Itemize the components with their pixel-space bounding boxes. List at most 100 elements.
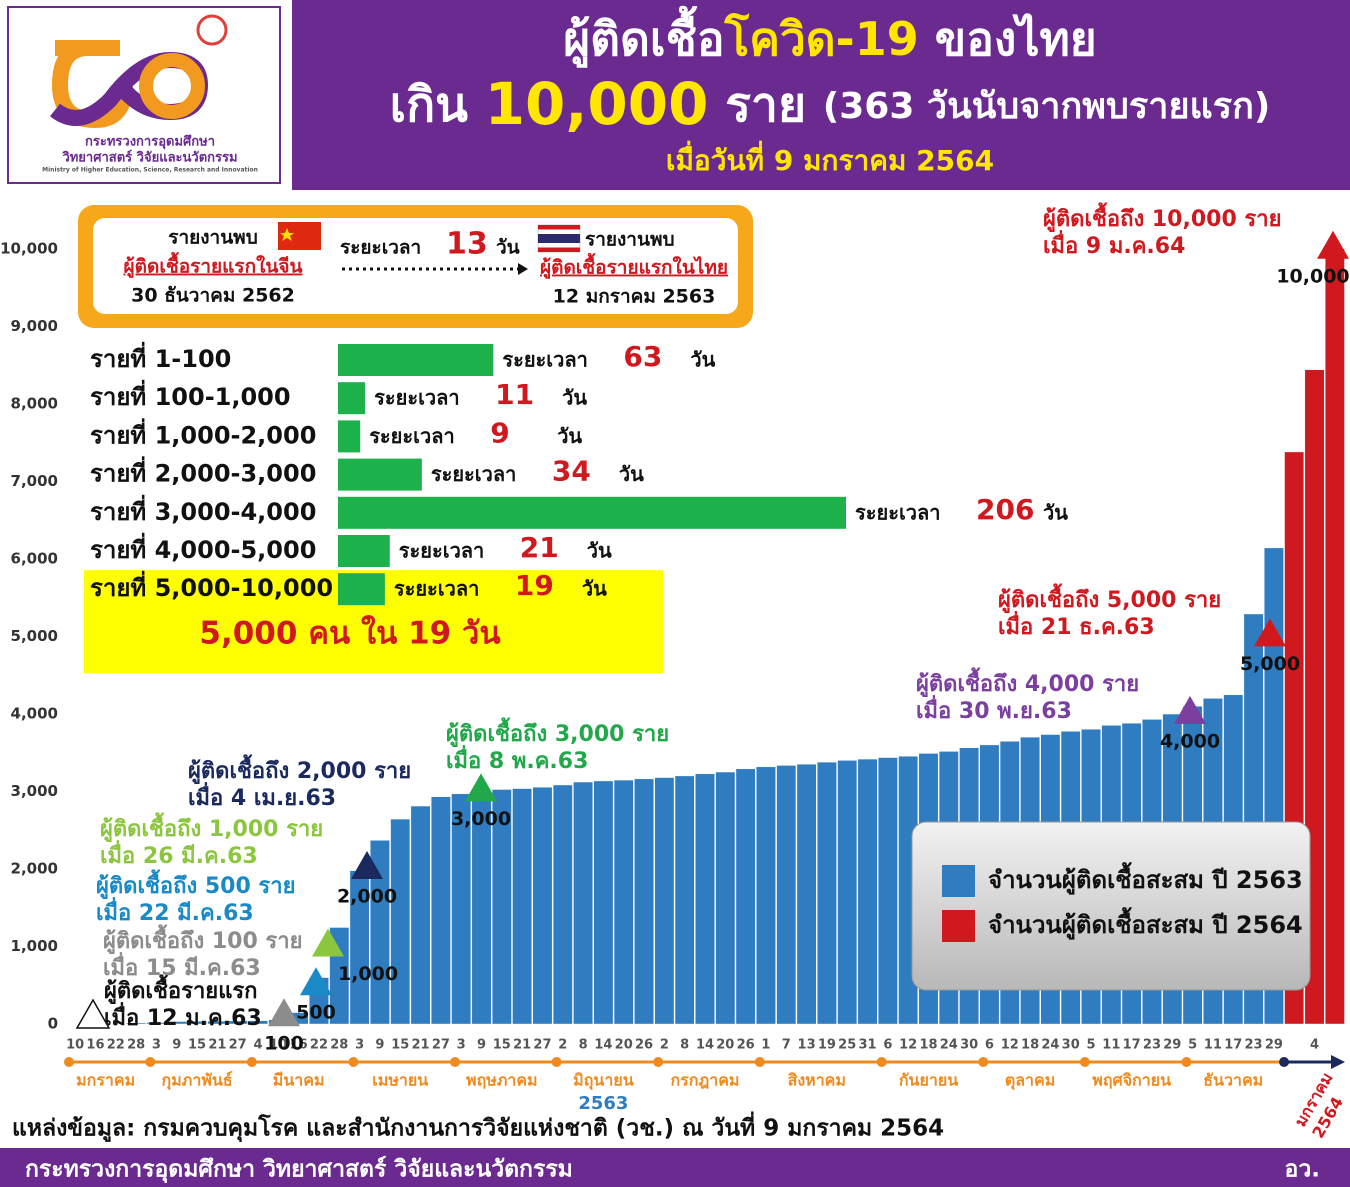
x-tick-label: 29 bbox=[1265, 1038, 1283, 1053]
bar bbox=[390, 818, 411, 1025]
bar bbox=[796, 764, 817, 1025]
milestone-value: 3,000 bbox=[451, 808, 511, 830]
x-tick-label: 3 bbox=[355, 1038, 364, 1053]
month-dot bbox=[1279, 1057, 1290, 1067]
x-tick-label: 30 bbox=[1062, 1038, 1080, 1053]
annotation-text: เมื่อ 30 พ.ย.63 bbox=[916, 694, 1072, 724]
timeline-label: ผู้ติดเชื้อรายแรกในไทย bbox=[540, 253, 728, 280]
month-dot bbox=[348, 1057, 359, 1067]
subtitle: เกิน 10,000 ราย (363 วันนับจากพบรายแรก) bbox=[390, 70, 1271, 138]
milestone-marker bbox=[351, 850, 383, 879]
x-tick-label: 27 bbox=[432, 1038, 450, 1053]
title-part: ผู้ติดเชื้อ bbox=[563, 5, 724, 68]
month-dot bbox=[876, 1057, 887, 1067]
footer-ministry: กระทรวงการอุดมศึกษา วิทยาศาสตร์ วิจัยและ… bbox=[25, 1156, 573, 1184]
milestone-marker bbox=[312, 928, 344, 957]
flag-star bbox=[280, 228, 294, 241]
x-tick-label: 9 bbox=[375, 1038, 384, 1053]
month-dot bbox=[754, 1057, 765, 1067]
bar bbox=[451, 793, 472, 1025]
timeline-heading: รายงานพบ bbox=[585, 229, 675, 251]
duration-bar bbox=[338, 496, 846, 529]
x-tick-label: 23 bbox=[1245, 1038, 1263, 1053]
duration-unit: วัน bbox=[690, 348, 715, 372]
year-label: 2563 bbox=[578, 1093, 628, 1114]
bar bbox=[207, 1021, 228, 1025]
row-label: รายที่ 5,000-10,000 bbox=[90, 570, 333, 602]
month-label: กรกฎาคม bbox=[671, 1071, 740, 1090]
x-tick-label: 30 bbox=[960, 1038, 978, 1053]
flag-stripe bbox=[538, 247, 580, 252]
duration-value: 21 bbox=[520, 531, 559, 564]
gap-prefix: ระยะเวลา bbox=[340, 237, 421, 259]
annotation-text: เมื่อ 12 ม.ค.63 bbox=[104, 1001, 262, 1031]
x-tick-label: 25 bbox=[838, 1038, 856, 1053]
bar bbox=[654, 777, 675, 1025]
month-label: พฤษภาคม bbox=[466, 1071, 538, 1090]
duration-prefix: ระยะเวลา bbox=[855, 500, 941, 524]
y-tick-label: 0 bbox=[48, 1015, 58, 1033]
subtitle-part: ราย bbox=[709, 77, 823, 133]
milestone-marker bbox=[1254, 618, 1286, 647]
date: เมื่อวันที่ 9 มกราคม 2564 bbox=[666, 140, 994, 177]
gap-arrow-head bbox=[518, 263, 528, 275]
month-dot bbox=[450, 1057, 461, 1067]
month-label: เมษายน bbox=[372, 1071, 428, 1090]
x-tick-label: 28 bbox=[330, 1038, 348, 1053]
milestone-value: 100 bbox=[264, 1033, 304, 1055]
bar bbox=[187, 1021, 207, 1025]
x-tick-label: 22 bbox=[310, 1038, 328, 1053]
annotation-text: ผู้ติดเชื้อถึง 4,000 ราย bbox=[916, 667, 1139, 698]
duration-prefix: ระยะเวลา bbox=[502, 348, 588, 372]
x-tick-label: 16 bbox=[86, 1038, 104, 1053]
bar bbox=[613, 779, 634, 1025]
duration-value: 206 bbox=[976, 493, 1034, 526]
month-label: มีนาคม bbox=[273, 1071, 325, 1090]
annotation-text: ผู้ติดเชื้อถึง 10,000 ราย bbox=[1043, 202, 1281, 233]
month-dot bbox=[551, 1057, 562, 1067]
x-tick-label: 1 bbox=[761, 1038, 770, 1053]
timeline-date: 12 มกราคม 2563 bbox=[553, 286, 716, 308]
flag-stripe bbox=[538, 225, 580, 230]
legend-label: จำนวนผู้ติดเชื้อสะสม ปี 2563 bbox=[988, 861, 1303, 895]
x-tick-label: 14 bbox=[594, 1038, 612, 1053]
axis-arrow bbox=[1331, 1055, 1345, 1069]
duration-prefix: ระยะเวลา bbox=[374, 386, 460, 410]
annotation-text: เมื่อ 21 ธ.ค.63 bbox=[998, 610, 1155, 640]
footer-abbr: อว. bbox=[1285, 1157, 1320, 1183]
row-label: รายที่ 1-100 bbox=[90, 341, 231, 373]
y-tick-label: 6,000 bbox=[11, 549, 58, 567]
milestone-value: 5,000 bbox=[1240, 653, 1300, 675]
bar bbox=[410, 805, 431, 1025]
y-tick-label: 3,000 bbox=[11, 782, 58, 800]
x-tick-label: 15 bbox=[493, 1038, 511, 1053]
duration-unit: วัน bbox=[557, 424, 582, 448]
logo-shape bbox=[139, 53, 205, 119]
x-tick-label: 20 bbox=[716, 1038, 734, 1053]
bar bbox=[715, 771, 736, 1025]
milestone-value: 10,000 bbox=[1276, 265, 1349, 287]
x-tick-label: 20 bbox=[615, 1038, 633, 1053]
x-tick-label: 3 bbox=[457, 1038, 466, 1053]
duration-value: 19 bbox=[515, 569, 554, 602]
gap-unit: วัน bbox=[496, 237, 520, 259]
y-tick-label: 8,000 bbox=[11, 394, 58, 412]
duration-unit: วัน bbox=[562, 386, 587, 410]
logo-text: กระทรวงการอุดมศึกษา bbox=[85, 134, 215, 150]
row-label: รายที่ 2,000-3,000 bbox=[90, 456, 316, 488]
x-tick-label: 31 bbox=[858, 1038, 876, 1053]
annotation-text: ผู้ติดเชื้อถึง 100 ราย bbox=[103, 924, 303, 955]
milestone-marker bbox=[75, 998, 111, 1029]
milestone-marker bbox=[465, 773, 497, 802]
month-dot bbox=[653, 1057, 664, 1067]
bar bbox=[674, 775, 695, 1025]
x-tick-label: 14 bbox=[696, 1038, 714, 1053]
annotation-text: เมื่อ 8 พ.ค.63 bbox=[446, 744, 588, 774]
x-tick-label: 4 bbox=[253, 1038, 262, 1053]
x-tick-label: 8 bbox=[579, 1038, 588, 1053]
title: ผู้ติดเชื้อโควิด-19 ของไทย bbox=[563, 5, 1097, 68]
bar bbox=[877, 757, 898, 1025]
bar bbox=[166, 1021, 187, 1025]
x-tick-label: 26 bbox=[635, 1038, 653, 1053]
